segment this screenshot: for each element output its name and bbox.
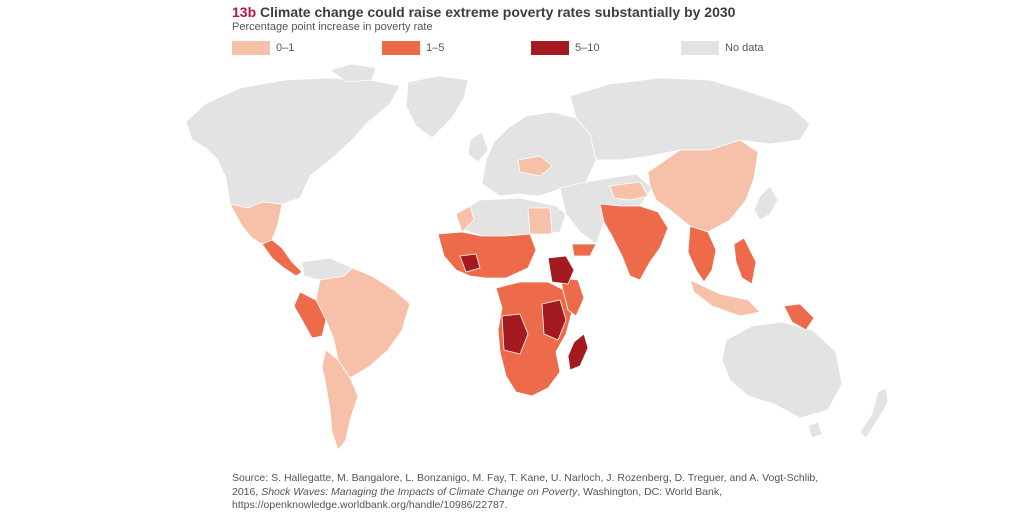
source-prefix: Source: S. Hallegatte, M. Bangalore, L. …	[232, 472, 819, 498]
source-note: Source: S. Hallegatte, M. Bangalore, L. …	[232, 472, 832, 513]
central-asia-light	[609, 181, 649, 201]
legend-label-no-data: No data	[725, 42, 764, 54]
southern-south-america	[321, 349, 359, 451]
east-africa	[559, 277, 585, 317]
angola	[501, 313, 529, 355]
tasmania	[807, 421, 823, 439]
figure-number: 13b	[232, 4, 257, 20]
legend-swatch-1-5	[382, 41, 420, 55]
india	[599, 203, 669, 281]
ethiopia	[547, 255, 575, 285]
new-zealand	[859, 387, 889, 439]
legend-label-5-10: 5–10	[575, 42, 600, 54]
peru	[293, 291, 327, 339]
morocco	[455, 205, 475, 233]
burkina-faso	[459, 253, 481, 273]
legend-item-5-10: 5–10	[531, 41, 599, 55]
chart-subtitle: Percentage point increase in poverty rat…	[232, 21, 433, 33]
russia	[569, 77, 811, 161]
west-africa	[437, 231, 537, 279]
madagascar	[567, 333, 589, 371]
chart-title: 13b Climate change could raise extreme p…	[232, 4, 735, 20]
yemen	[571, 243, 597, 257]
brazil	[315, 267, 411, 379]
southeast-asia	[687, 225, 717, 283]
legend-label-0-1: 0–1	[276, 42, 295, 54]
eastern-europe-light	[517, 155, 553, 177]
indonesia-west	[689, 279, 761, 317]
philippines	[733, 237, 757, 285]
source-suffix: , Washington, DC: World Bank, https://op…	[232, 485, 723, 512]
legend-item-0-1: 0–1	[232, 41, 294, 55]
legend-swatch-0-1	[232, 41, 270, 55]
china	[647, 139, 759, 233]
papua-new-guinea	[783, 303, 815, 331]
japan	[753, 185, 779, 221]
source-book-title: Shock Waves: Managing the Impacts of Cli…	[261, 485, 578, 498]
british-isles	[467, 131, 489, 163]
mexico	[229, 201, 283, 245]
egypt	[527, 207, 553, 235]
legend-label-1-5: 1–5	[426, 42, 445, 54]
legend-item-no-data: No data	[681, 41, 764, 55]
australia	[721, 321, 843, 419]
tanzania	[541, 299, 567, 341]
greenland	[405, 75, 469, 139]
north-america	[185, 77, 401, 217]
legend-swatch-5-10	[531, 41, 569, 55]
legend-item-1-5: 1–5	[382, 41, 444, 55]
title-text: Climate change could raise extreme pover…	[260, 4, 736, 20]
central-america	[261, 239, 303, 277]
arctic-islands	[329, 63, 377, 83]
legend-swatch-no-data	[681, 41, 719, 55]
